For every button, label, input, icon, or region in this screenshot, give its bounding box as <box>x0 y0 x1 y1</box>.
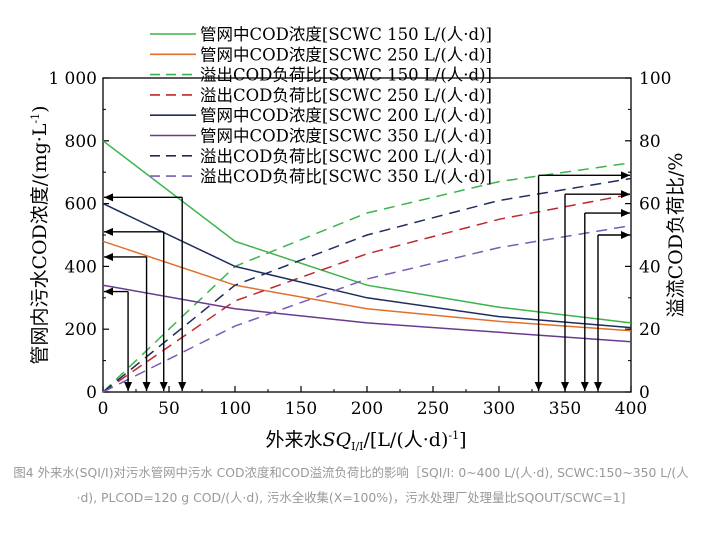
y-right-axis-label: 溢流COD负荷比/% <box>665 153 687 318</box>
x-tick-label: 400 <box>615 399 647 419</box>
x-tick-label: 200 <box>351 399 383 419</box>
y-right-tick-label: 20 <box>639 320 661 340</box>
series-line <box>102 240 632 332</box>
legend-label: 溢出COD负荷比[SCWC 200 L/(人·d)] <box>200 147 492 166</box>
figure-caption: 图4 外来水(SQI/I)对污水管网中污水 COD浓度和COD溢流负荷比的影响［… <box>13 465 689 505</box>
legend-label: 管网中COD浓度[SCWC 200 L/(人·d)] <box>200 106 492 125</box>
legend: 管网中COD浓度[SCWC 150 L/(人·d)]管网中COD浓度[SCWC … <box>150 25 492 186</box>
x-tick-label: 350 <box>549 399 581 419</box>
legend-label: 管网中COD浓度[SCWC 350 L/(人·d)] <box>200 127 492 146</box>
legend-label: 溢出COD负荷比[SCWC 350 L/(人·d)] <box>200 167 492 186</box>
reading-arrows <box>104 171 630 391</box>
y-left-tick-label: 1 000 <box>48 69 97 89</box>
y-right-tick-label: 80 <box>639 132 661 152</box>
y-left-tick-label: 800 <box>65 132 97 152</box>
y-left-tick-label: 600 <box>65 195 97 215</box>
series-line <box>102 202 632 329</box>
x-tick-label: 0 <box>98 399 109 419</box>
y-left-tick-label: 200 <box>65 320 97 340</box>
y-left-tick-label: 0 <box>86 383 97 403</box>
y-right-tick-label: 100 <box>639 69 671 89</box>
x-tick-label: 300 <box>483 399 515 419</box>
x-axis-label: 外来水SQI/I/[L/(人·d)-1] <box>265 429 466 453</box>
legend-label: 溢出COD负荷比[SCWC 250 L/(人·d)] <box>200 86 492 105</box>
legend-label: 管网中COD浓度[SCWC 150 L/(人·d)] <box>200 25 492 44</box>
x-tick-label: 150 <box>285 399 317 419</box>
y-right-tick-label: 60 <box>639 195 661 215</box>
series-line <box>102 140 632 324</box>
series-line <box>102 284 632 343</box>
legend-label: 溢出COD负荷比[SCWC 150 L/(人·d)] <box>200 66 492 85</box>
series-line <box>102 177 632 393</box>
y-left-axis-label: 管网内污水COD浓度/(mg·L-1) <box>29 105 51 364</box>
x-tick-label: 100 <box>219 399 251 419</box>
y-right-tick-label: 40 <box>639 257 661 277</box>
series-line <box>102 224 632 393</box>
x-tick-label: 250 <box>417 399 449 419</box>
legend-label: 管网中COD浓度[SCWC 250 L/(人·d)] <box>200 45 492 64</box>
y-left-tick-label: 400 <box>65 257 97 277</box>
x-tick-label: 50 <box>158 399 180 419</box>
y-right-tick-label: 0 <box>639 383 650 403</box>
